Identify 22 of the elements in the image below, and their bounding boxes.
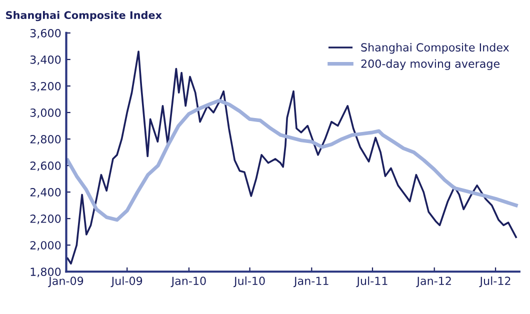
y-tick-label: 2,800 xyxy=(30,135,61,145)
x-tick-label: Jan-12 xyxy=(416,276,451,288)
x-tick-label: Jul-11 xyxy=(356,276,388,288)
y-tick-label: 3,200 xyxy=(30,82,61,92)
x-tick-label: Jul-09 xyxy=(110,276,142,288)
y-tick-label: 3,600 xyxy=(30,28,61,38)
x-tick-label: Jan-11 xyxy=(293,276,328,288)
chart-title: Shanghai Composite Index xyxy=(6,10,162,22)
line-series xyxy=(66,98,518,222)
x-tick-label: Jul-12 xyxy=(479,276,510,288)
x-tick-label: Jul-10 xyxy=(233,276,265,288)
legend-label: Shanghai Composite Index xyxy=(361,42,510,54)
x-tick-label: Jan-09 xyxy=(48,276,84,288)
y-tick-label: 1,800 xyxy=(30,268,61,278)
y-tick-label: 3,000 xyxy=(30,108,61,118)
y-tick-label: 2,200 xyxy=(30,214,61,224)
y-tick-label: 2,000 xyxy=(30,241,61,251)
x-tick-label: Jan-10 xyxy=(170,276,206,288)
legend-label: 200-day moving average xyxy=(361,59,500,70)
y-tick-label: 2,400 xyxy=(30,188,61,198)
y-tick-label: 3,400 xyxy=(30,55,61,65)
y-tick-label: 2,600 xyxy=(30,162,61,172)
